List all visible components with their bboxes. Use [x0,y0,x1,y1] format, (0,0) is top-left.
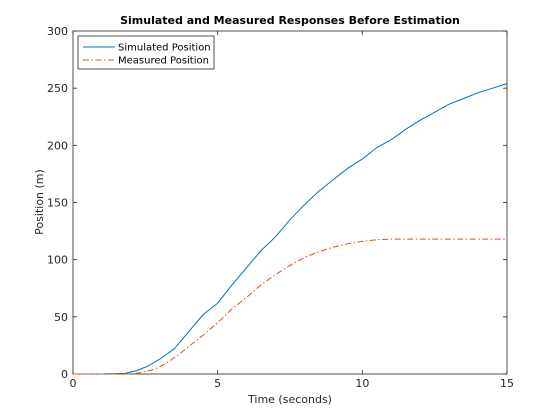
axes-box [72,30,508,375]
x-tick-labels: 0 5 10 15 [70,377,515,390]
y-tick-label: 0 [61,368,68,381]
y-tick-label: 50 [54,311,68,324]
x-axis-label: Time (seconds) [247,393,332,406]
legend: Simulated Position Measured Position [77,35,215,70]
legend-label-measured: Measured Position [118,56,209,67]
legend-box [77,35,215,70]
x-tick-label: 5 [214,377,221,390]
legend-label-simulated: Simulated Position [118,43,211,54]
y-tick-label: 300 [47,25,68,38]
x-tick-label: 0 [70,377,77,390]
y-tick-label: 250 [47,82,68,95]
x-tick-label: 15 [500,377,514,390]
plot-area: 0 5 10 15 0 50 100 150 200 250 300 [47,25,514,390]
y-tick-labels: 0 50 100 150 200 250 300 [47,25,68,381]
y-tick-label: 100 [47,254,68,267]
chart-title: Simulated and Measured Responses Before … [120,14,460,27]
y-axis-label: Position (m) [33,169,46,235]
x-tick-label: 10 [355,377,369,390]
y-tick-label: 150 [47,197,68,210]
series-layer [73,83,508,375]
series-line-measured [73,238,507,375]
y-tick-label: 200 [47,139,68,152]
series-line-simulated [73,83,508,375]
